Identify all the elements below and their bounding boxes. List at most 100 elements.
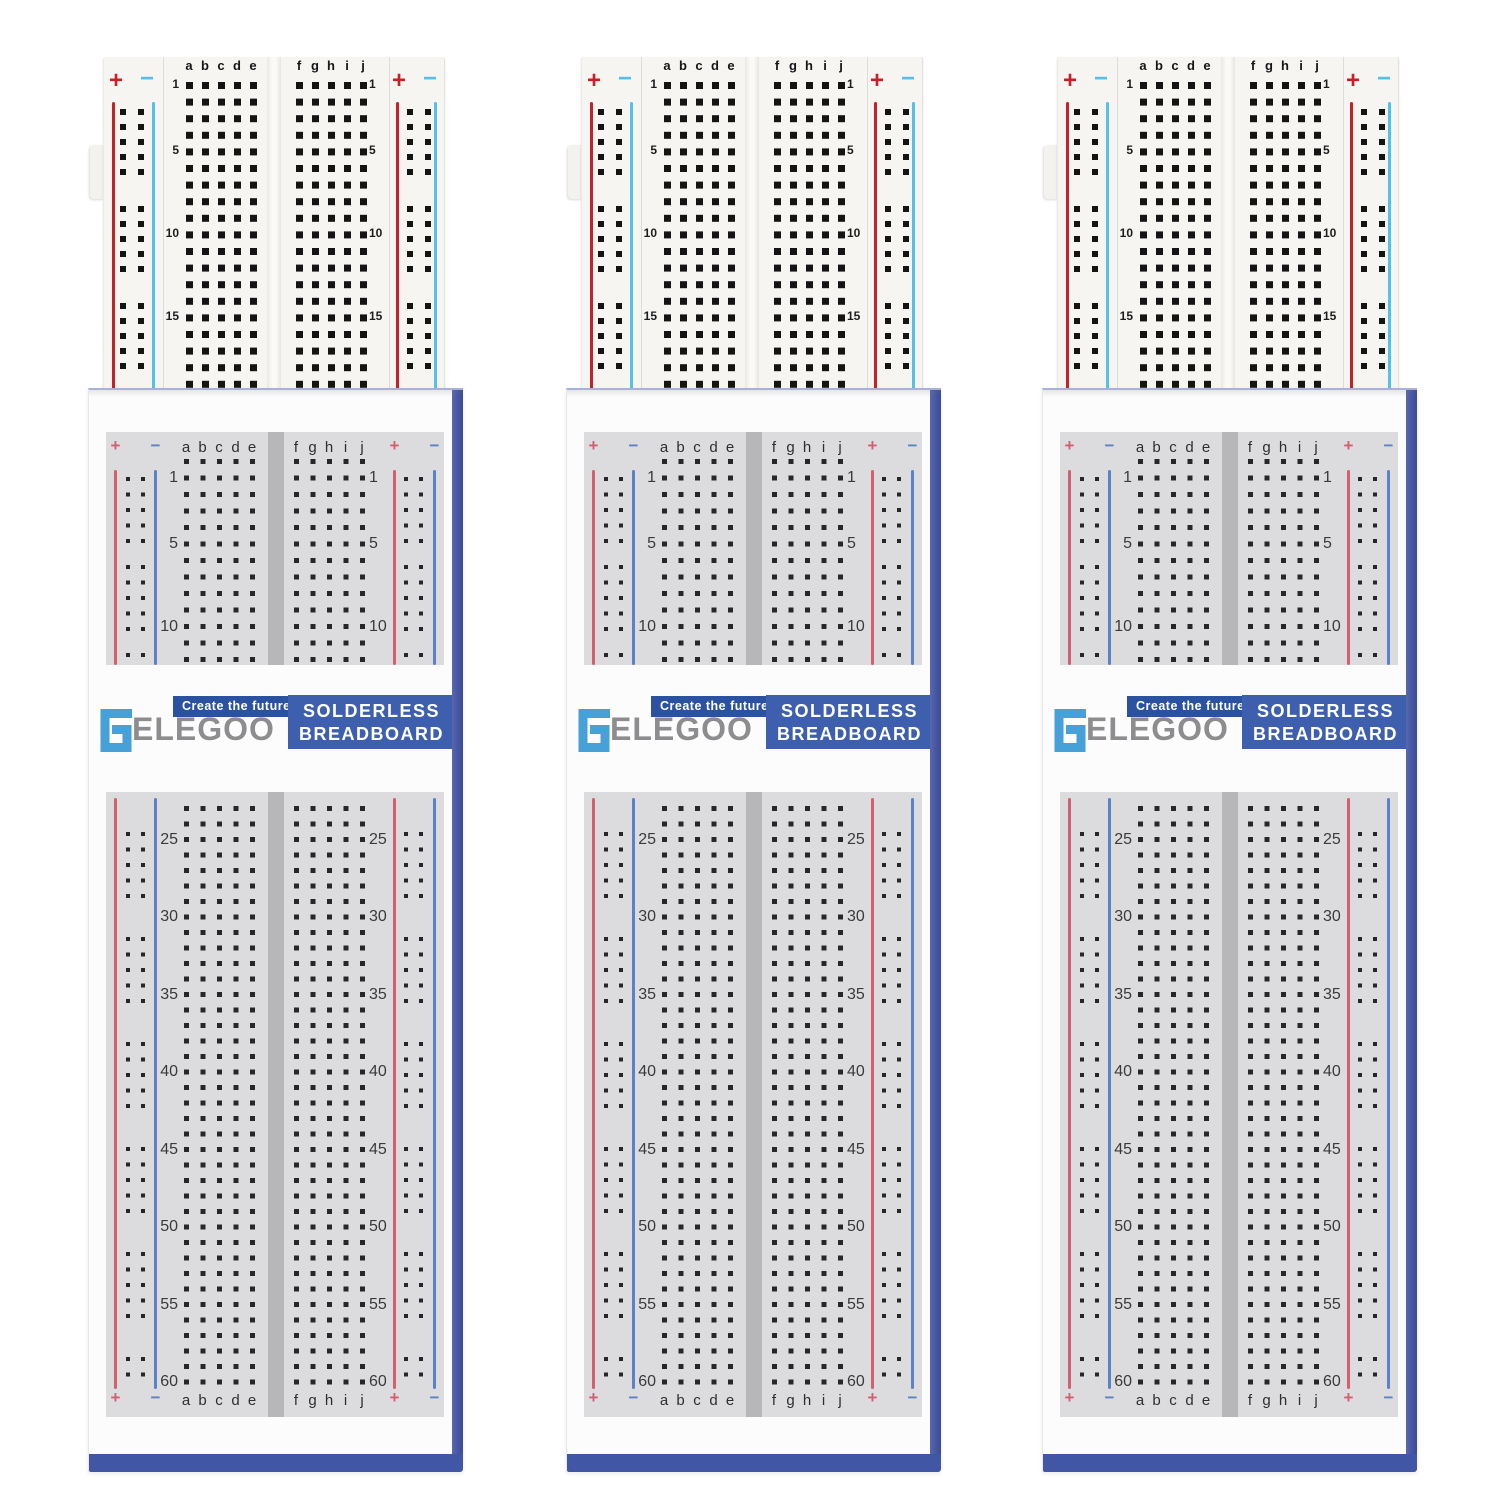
row-number: 5 [1126,143,1133,158]
column-label: a [1139,58,1147,73]
row-number: 45 [160,1140,178,1158]
printed-grid-left [183,459,189,464]
row-number: 55 [638,1295,656,1313]
plus-label: + [1343,436,1354,455]
row-number: 15 [847,309,861,324]
column-label: a [663,58,671,73]
row-number: 55 [1323,1295,1341,1313]
column-label: e [249,58,257,73]
center-channel [1221,57,1235,389]
row-number: 5 [847,143,854,158]
row-number: 10 [643,226,657,241]
rail-dot-grid [1073,109,1080,115]
column-label: i [345,58,349,73]
row-number: 55 [847,1295,865,1313]
column-label: g [308,439,317,456]
row-number: 40 [369,1063,387,1080]
column-label: d [231,1392,240,1409]
panel-seam [163,57,164,389]
column-label: j [360,439,364,456]
row-number: 5 [369,143,376,158]
row-number: 40 [638,1063,656,1080]
positive-rail-line [393,798,396,1389]
minus-label: − [150,1388,161,1407]
negative-rail-line [434,102,437,389]
row-number: 30 [160,908,178,925]
minus-label: − [900,65,916,92]
row-number: 1 [1123,469,1132,486]
breadboard: a b c d e f g h i j 1 1 5 5 10 10 15 15 + − + − [1057,57,1399,389]
panel-seam [641,57,642,389]
plus-label: + [1343,1388,1354,1407]
row-number: 40 [160,1063,178,1080]
center-divider [1222,792,1238,1417]
column-label: a [1135,1392,1145,1409]
breadboard-package-unit: a b c d e f g h i j 1 1 5 5 10 10 15 15 + − + − a b c d e f g h i j + − +… [88,0,463,1500]
negative-rail-line [1108,798,1111,1389]
row-number: 25 [369,830,387,848]
positive-rail-line [871,470,874,665]
product-line-1: SOLDERLESS [302,701,441,721]
center-channel [745,57,759,389]
product-line-1: SOLDERLESS [780,701,919,721]
positive-rail-line [871,798,874,1389]
printed-panel-top: a b c d e f g h i j + − + −1 1 5 5 10 10 [584,432,922,665]
column-label: d [709,1392,718,1409]
row-number: 60 [1114,1373,1132,1390]
column-label: h [327,58,335,73]
row-number: 30 [1114,908,1132,925]
negative-rail-line [1388,102,1391,389]
positive-rail-line [396,102,399,389]
printed-panel-bottom: a b c d e f g h i j + − + − 25 25 30 30 35 35 40 40 45 45 50 50 55… [106,792,444,1417]
row-number: 5 [847,535,856,552]
terminal-grid-left [1139,81,1147,89]
row-number: 5 [172,143,179,158]
row-number: 1 [847,77,854,91]
column-label: e [247,439,257,456]
center-divider [746,792,762,1417]
brand-band: Create the future ELEGOO SOLDERLESS BREA… [567,690,941,760]
positive-rail-line [592,798,595,1389]
rail-dot-grid [407,109,413,115]
column-label: e [727,58,735,73]
negative-rail-line [630,102,633,389]
row-number: 25 [847,830,865,848]
printed-panel-bottom: a b c d e f g h i j + − + − 25 25 30 30 35 35 40 40 45 45 50 50 55… [1060,792,1398,1417]
row-number: 5 [1323,535,1332,552]
row-number: 35 [847,985,865,1003]
negative-rail-line [154,470,157,665]
row-number: 15 [1323,309,1337,324]
plus-label: + [389,436,400,455]
positive-rail-line [874,102,877,389]
negative-rail-line [632,798,635,1389]
negative-rail-line [1108,470,1111,665]
minus-label: − [150,436,161,455]
column-label: a [181,1392,191,1409]
minus-label: − [628,436,639,455]
column-label: e [725,439,735,456]
column-label: g [1262,1392,1271,1409]
column-label: e [1201,1392,1211,1409]
negative-rail-line [912,102,915,389]
column-label: g [1262,439,1271,456]
column-label: a [659,1392,669,1409]
plus-label: + [110,1388,121,1407]
minus-label: − [907,1388,918,1407]
printed-grid-left [183,806,189,811]
plus-label: + [588,1388,599,1407]
positive-rail-line [590,102,593,389]
positive-rail-line [1068,798,1071,1389]
negative-rail-line [1387,470,1390,665]
column-label: g [789,58,797,73]
board-side-tab [1044,145,1058,199]
printed-grid-left [661,806,667,811]
column-label: h [802,439,812,456]
center-channel [267,57,281,389]
row-number: 55 [369,1295,387,1313]
rail-dot-grid [126,832,130,836]
minus-label: − [422,65,438,92]
minus-label: − [907,436,918,455]
column-label: c [693,1392,701,1409]
row-number: 60 [160,1373,178,1390]
breadboard-package-unit: a b c d e f g h i j 1 1 5 5 10 10 15 15 + − + − a b c d e f g h i j + − +… [566,0,941,1500]
